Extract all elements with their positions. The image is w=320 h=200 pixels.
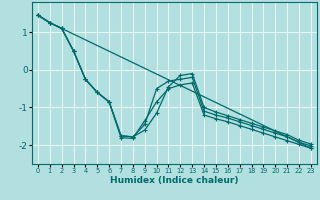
X-axis label: Humidex (Indice chaleur): Humidex (Indice chaleur) bbox=[110, 176, 239, 185]
